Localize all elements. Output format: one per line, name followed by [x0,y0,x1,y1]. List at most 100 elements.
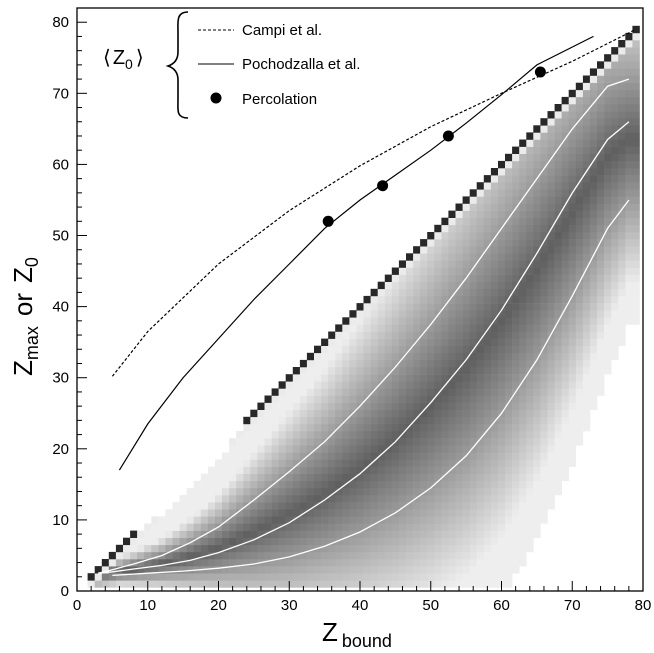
density-cell [498,324,506,332]
density-cell [483,523,492,531]
density-cell [406,566,414,574]
density-cell [547,452,555,460]
density-cell [476,367,485,375]
density-cell [519,210,527,218]
density-cell [498,274,506,282]
density-cell [476,317,485,325]
density-cell [476,295,485,304]
density-cell [377,523,386,531]
density-cell [540,217,548,226]
density-cell [165,551,173,560]
density-cell [618,89,626,98]
density-cell [575,381,584,389]
density-cell [363,374,371,382]
density-cell [540,487,548,496]
density-cell [328,551,336,560]
density-cell [363,516,371,524]
density-cell [498,381,506,389]
density-cell [490,331,499,339]
density-cell [455,487,463,496]
density-cell [483,480,492,489]
density-cell [257,566,265,574]
density-cell [561,111,569,119]
density-cell [306,495,315,503]
density-cell [547,502,555,510]
density-cell [498,466,506,474]
density-cell [498,246,506,254]
density-cell [547,260,555,268]
density-cell [526,431,534,439]
density-cell [328,544,336,553]
density-cell [427,559,435,567]
density-cell [229,487,237,496]
density-cell [533,232,541,240]
density-cell [215,544,223,553]
density-cell [476,502,485,510]
density-cell [186,559,195,567]
density-cell [441,352,449,361]
density-cell [512,160,520,169]
density-cell [356,495,364,503]
density-cell [243,495,251,503]
density-cell [582,260,591,268]
density-cell [377,473,386,482]
density-cell [335,445,343,453]
density-cell [483,310,492,318]
density-cell [547,345,555,354]
density-cell [413,473,421,482]
density-cell [264,495,272,503]
density-cell [356,374,364,382]
density-cell [434,452,442,460]
density-cell [519,303,527,311]
x-tick-label: 70 [564,597,581,614]
density-cell [498,423,506,432]
density-cell [540,196,548,204]
density-cell [540,495,548,503]
density-cell [384,523,393,531]
density-cell [384,544,393,553]
density-cell [207,580,216,588]
density-cell [540,317,548,325]
density-cell [299,580,308,588]
density-cell [611,345,619,354]
density-cell [257,544,265,553]
density-cell [512,559,520,567]
density-cell [420,253,428,261]
density-cell [413,409,421,418]
density-cell [306,409,315,418]
density-cell [363,551,371,560]
density-cell [519,224,527,233]
density-cell [207,487,216,496]
density-cell [441,530,449,538]
density-cell [575,317,584,325]
density-cell [377,423,386,432]
density-cell [582,153,591,162]
density-cell [299,445,308,453]
density-cell [349,452,357,460]
density-cell [335,459,343,467]
density-cell [568,352,577,361]
density-cell [490,203,499,211]
density-cell [611,189,619,197]
density-cell [278,502,286,510]
density-cell [448,295,456,304]
density-cell [505,352,513,361]
density-cell [257,537,265,546]
density-cell [540,459,548,467]
density-cell [575,409,584,418]
density-cell [335,374,343,382]
density-cell [582,359,591,368]
campi-line [111,28,637,377]
density-cell [611,175,619,183]
density-cell [554,338,562,346]
density-cell [561,431,569,439]
density-cell [271,438,279,446]
density-cell [554,367,562,375]
density-cell [370,331,378,339]
density-cell [519,146,527,154]
density-cell [420,445,428,453]
density-cell [137,559,145,567]
density-cell [476,288,485,297]
density-cell [264,530,272,538]
density-cell [193,573,202,581]
